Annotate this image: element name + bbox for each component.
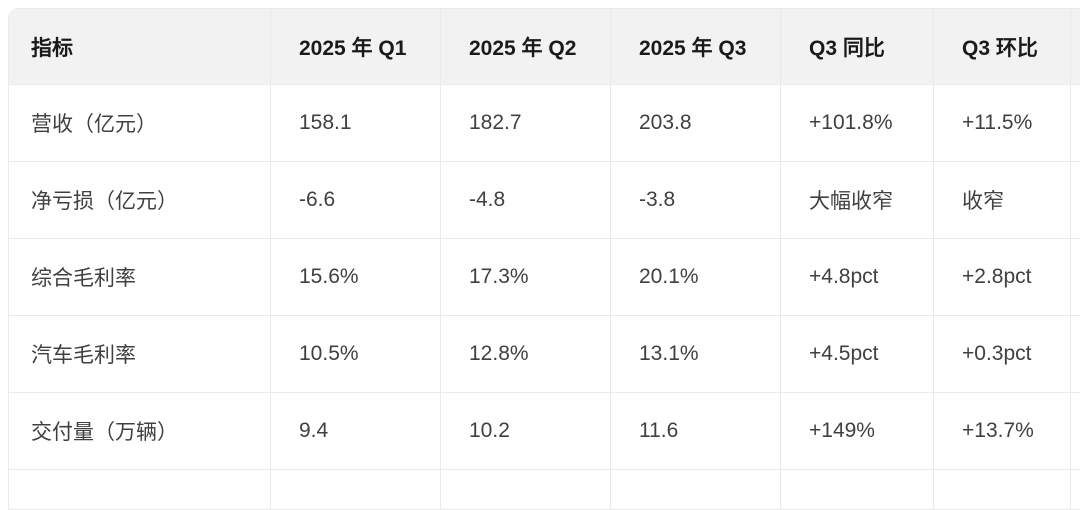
table-cell: 15.6% (271, 239, 441, 316)
table-cell: 158.1 (271, 85, 441, 162)
table-cell: 203.8 (611, 85, 781, 162)
table-cell: -6.6 (271, 162, 441, 239)
row-label: 交付量（万辆） (9, 393, 271, 470)
table-cell: +13.7% (934, 393, 1071, 470)
table-cell: +11.5% (934, 85, 1071, 162)
table-cell: +4.8pct (781, 239, 934, 316)
column-header-q3-yoy: Q3 同比 (781, 9, 934, 85)
header-row: 指标 2025 年 Q1 2025 年 Q2 2025 年 Q3 Q3 同比 Q… (9, 9, 1080, 85)
table-cell-overflow (1071, 162, 1080, 239)
table-cell: +149% (781, 393, 934, 470)
table-cell: 11.6 (611, 393, 781, 470)
column-header-2025-q1: 2025 年 Q1 (271, 9, 441, 85)
table-cell: 20.1% (611, 239, 781, 316)
data-table: 指标 2025 年 Q1 2025 年 Q2 2025 年 Q3 Q3 同比 Q… (8, 8, 1080, 510)
column-header-overflow (1071, 9, 1080, 85)
table-row-vehicle-margin: 汽车毛利率 10.5% 12.8% 13.1% +4.5pct +0.3pct (9, 316, 1080, 393)
table-cell: -3.8 (611, 162, 781, 239)
table-cell: 12.8% (441, 316, 611, 393)
column-header-2025-q2: 2025 年 Q2 (441, 9, 611, 85)
table-row-net-loss: 净亏损（亿元） -6.6 -4.8 -3.8 大幅收窄 收窄 (9, 162, 1080, 239)
column-header-indicator: 指标 (9, 9, 271, 85)
table-cell: 收窄 (934, 162, 1071, 239)
quarterly-financials-table: 指标 2025 年 Q1 2025 年 Q2 2025 年 Q3 Q3 同比 Q… (8, 8, 1080, 510)
table-row-revenue: 营收（亿元） 158.1 182.7 203.8 +101.8% +11.5% (9, 85, 1080, 162)
table-cell-overflow (1071, 85, 1080, 162)
table-cell: 10.5% (271, 316, 441, 393)
row-label: 汽车毛利率 (9, 316, 271, 393)
row-label: 营收（亿元） (9, 85, 271, 162)
table-cell: 17.3% (441, 239, 611, 316)
table-cell-overflow (1071, 316, 1080, 393)
row-label: 净亏损（亿元） (9, 162, 271, 239)
column-header-q3-qoq: Q3 环比 (934, 9, 1071, 85)
table-cell: 182.7 (441, 85, 611, 162)
table-cell: +0.3pct (934, 316, 1071, 393)
column-header-2025-q3: 2025 年 Q3 (611, 9, 781, 85)
table-cell: +2.8pct (934, 239, 1071, 316)
table-cell: +4.5pct (781, 316, 934, 393)
table-cell: 大幅收窄 (781, 162, 934, 239)
table-cell-overflow (1071, 239, 1080, 316)
table-cell: +101.8% (781, 85, 934, 162)
table-cell: 10.2 (441, 393, 611, 470)
table-row-deliveries: 交付量（万辆） 9.4 10.2 11.6 +149% +13.7% (9, 393, 1080, 470)
table-cell-overflow (1071, 393, 1080, 470)
row-label: 综合毛利率 (9, 239, 271, 316)
table-cell: 9.4 (271, 393, 441, 470)
table-cell: 13.1% (611, 316, 781, 393)
table-row-gross-margin: 综合毛利率 15.6% 17.3% 20.1% +4.8pct +2.8pct (9, 239, 1080, 316)
table-cell: -4.8 (441, 162, 611, 239)
